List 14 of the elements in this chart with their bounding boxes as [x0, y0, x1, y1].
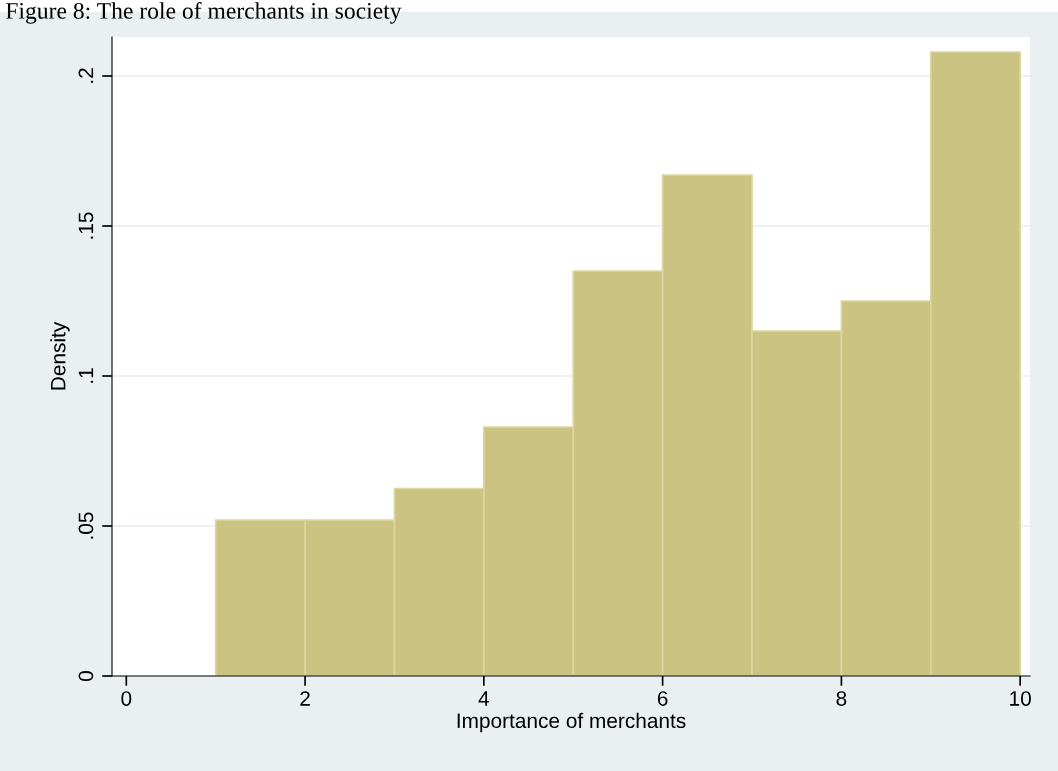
- y-tick-label: .1: [78, 368, 94, 383]
- x-tick-label: 4: [478, 691, 490, 706]
- y-tick-label: .15: [78, 212, 94, 239]
- y-tick-label: .2: [78, 68, 94, 83]
- y-tick-label: .05: [78, 512, 94, 539]
- y-tick-label: 0: [78, 671, 94, 681]
- chart-title: Figure 8: The role of merchants in society: [5, 2, 402, 24]
- x-tick-label: 10: [1010, 691, 1031, 706]
- x-axis-title: Importance of merchants: [457, 712, 686, 733]
- x-tick-label: 8: [836, 691, 847, 706]
- x-tick-label: 2: [300, 691, 310, 706]
- y-axis-title: Density: [50, 321, 70, 390]
- x-tick-label: 6: [657, 691, 668, 706]
- x-tick-label: 0: [121, 691, 132, 706]
